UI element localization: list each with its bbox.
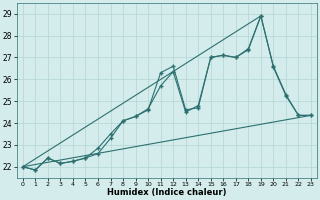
X-axis label: Humidex (Indice chaleur): Humidex (Indice chaleur) [107, 188, 227, 197]
